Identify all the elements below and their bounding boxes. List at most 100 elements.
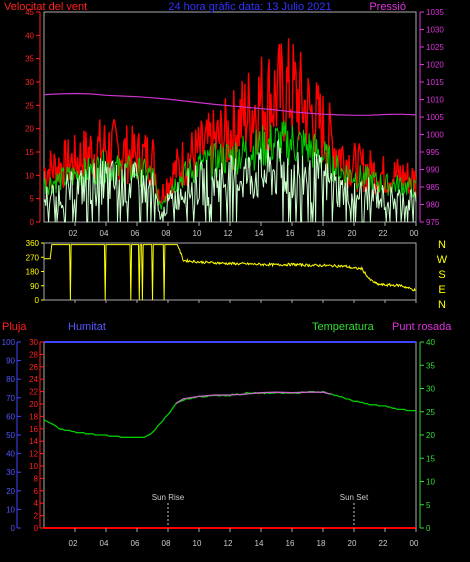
direction-plot-frame bbox=[43, 242, 417, 301]
humidity-y-tick-label-100: 100 bbox=[2, 338, 16, 347]
humidity-y-tick-label-0: 0 bbox=[11, 524, 16, 533]
direction-y-tick-label-0: 0 bbox=[35, 296, 40, 305]
humidity-y-tick-label-20: 20 bbox=[6, 487, 15, 496]
weather-x-tick-label-20: 20 bbox=[348, 539, 357, 548]
wind-y-tick-label-20: 20 bbox=[25, 125, 34, 134]
weather-x-tick-label-14: 14 bbox=[255, 539, 264, 548]
pressure-y-tick-label-1010: 1010 bbox=[426, 96, 444, 105]
wind-y-tick-label-0: 0 bbox=[30, 218, 35, 227]
wind-y-tick-label-30: 30 bbox=[25, 78, 34, 87]
dewpoint-label: Punt rosada bbox=[392, 321, 452, 333]
wind-x-tick-label-06: 06 bbox=[131, 229, 140, 238]
pressure-y-tick-label-990: 990 bbox=[426, 166, 440, 175]
pressure-line bbox=[43, 92, 417, 116]
wind-x-tick-label-20: 20 bbox=[348, 229, 357, 238]
wind-x-tick-label-00: 00 bbox=[410, 229, 419, 238]
humidity-y-tick-label-40: 40 bbox=[6, 450, 15, 459]
pressure-y-tick-label-1025: 1025 bbox=[426, 43, 444, 52]
pressure-y-tick-label-1000: 1000 bbox=[426, 131, 444, 140]
rain-y-tick-label-12: 12 bbox=[29, 450, 38, 459]
rain-y-tick-label-0: 0 bbox=[34, 524, 39, 533]
pressure-y-tick-label-1020: 1020 bbox=[426, 61, 444, 70]
humidity-y-tick-label-10: 10 bbox=[6, 505, 15, 514]
wind-average-trace bbox=[43, 120, 417, 210]
weather-x-tick-label-00: 00 bbox=[410, 539, 419, 548]
wind-y-tick-label-5: 5 bbox=[30, 195, 35, 204]
wind-y-tick-label-35: 35 bbox=[25, 55, 34, 64]
rain-y-tick-label-2: 2 bbox=[34, 512, 39, 521]
rain-y-tick-label-22: 22 bbox=[29, 388, 38, 397]
temperature-y-tick-label-25: 25 bbox=[426, 408, 435, 417]
humidity-y-tick-label-70: 70 bbox=[6, 394, 15, 403]
humidity-y-tick-label-50: 50 bbox=[6, 431, 15, 440]
weather-x-tick-label-08: 08 bbox=[162, 539, 171, 548]
compass-label-w-1: W bbox=[437, 254, 448, 266]
chart-title: 24 hora gràfic data: 13 Julio 2021 bbox=[168, 1, 331, 13]
rain-y-tick-label-24: 24 bbox=[29, 375, 38, 384]
rain-label: Pluja bbox=[2, 321, 27, 333]
rain-y-tick-label-18: 18 bbox=[29, 412, 38, 421]
direction-y-tick-label-270: 270 bbox=[26, 253, 40, 262]
temperature-y-tick-label-10: 10 bbox=[426, 478, 435, 487]
wind-y-tick-label-10: 10 bbox=[25, 171, 34, 180]
wind-y-tick-label-25: 25 bbox=[25, 101, 34, 110]
pressure-axis-label: Pressió bbox=[369, 1, 406, 13]
weather-x-tick-label-02: 02 bbox=[69, 539, 78, 548]
wind-x-tick-label-14: 14 bbox=[255, 229, 264, 238]
rain-y-tick-label-28: 28 bbox=[29, 350, 38, 359]
humidity-y-tick-label-30: 30 bbox=[6, 468, 15, 477]
rain-y-tick-label-30: 30 bbox=[29, 338, 38, 347]
dewpoint-line bbox=[175, 391, 331, 404]
direction-y-tick-label-360: 360 bbox=[26, 239, 40, 248]
pressure-y-tick-label-980: 980 bbox=[426, 201, 440, 210]
rain-y-tick-label-20: 20 bbox=[29, 400, 38, 409]
pressure-y-tick-label-1015: 1015 bbox=[426, 78, 444, 87]
wind-x-tick-label-04: 04 bbox=[100, 229, 109, 238]
rain-y-tick-label-16: 16 bbox=[29, 425, 38, 434]
pressure-y-tick-label-975: 975 bbox=[426, 218, 440, 227]
compass-label-n-0: N bbox=[438, 239, 446, 251]
rain-y-tick-label-10: 10 bbox=[29, 462, 38, 471]
compass-label-e-3: E bbox=[438, 284, 445, 296]
wind-x-tick-label-08: 08 bbox=[162, 229, 171, 238]
sunset-label: Sun Set bbox=[340, 493, 369, 502]
wind-x-tick-label-02: 02 bbox=[69, 229, 78, 238]
wind-y-tick-label-45: 45 bbox=[25, 8, 34, 17]
sunrise-label: Sun Rise bbox=[152, 493, 185, 502]
direction-y-tick-label-90: 90 bbox=[30, 282, 39, 291]
temperature-y-tick-label-15: 15 bbox=[426, 454, 435, 463]
wind-x-tick-label-22: 22 bbox=[379, 229, 388, 238]
wind-axis-label: Velocitat del vent bbox=[4, 1, 87, 13]
wind-x-tick-label-12: 12 bbox=[224, 229, 233, 238]
temperature-y-tick-label-35: 35 bbox=[426, 361, 435, 370]
temperature-y-tick-label-0: 0 bbox=[426, 524, 431, 533]
pressure-y-tick-label-1005: 1005 bbox=[426, 113, 444, 122]
pressure-y-tick-label-985: 985 bbox=[426, 183, 440, 192]
weather-x-tick-label-04: 04 bbox=[100, 539, 109, 548]
humidity-y-tick-label-80: 80 bbox=[6, 375, 15, 384]
weather-x-tick-label-18: 18 bbox=[317, 539, 326, 548]
wind-gust-trace bbox=[43, 38, 417, 205]
temperature-line bbox=[43, 390, 416, 438]
wind-y-tick-label-15: 15 bbox=[25, 148, 34, 157]
direction-y-tick-label-180: 180 bbox=[26, 268, 40, 277]
rain-y-tick-label-8: 8 bbox=[34, 474, 39, 483]
rain-y-tick-label-26: 26 bbox=[29, 363, 38, 372]
temperature-y-tick-label-20: 20 bbox=[426, 431, 435, 440]
humidity-y-tick-label-90: 90 bbox=[6, 357, 15, 366]
compass-label-n-4: N bbox=[438, 299, 446, 311]
compass-label-s-2: S bbox=[438, 269, 445, 281]
weather-x-tick-label-12: 12 bbox=[224, 539, 233, 548]
temperature-y-tick-label-30: 30 bbox=[426, 385, 435, 394]
wind-x-tick-label-10: 10 bbox=[193, 229, 202, 238]
humidity-label: Humitat bbox=[68, 321, 106, 333]
rain-y-tick-label-6: 6 bbox=[34, 487, 39, 496]
temperature-y-tick-label-40: 40 bbox=[426, 338, 435, 347]
weather-x-tick-label-06: 06 bbox=[131, 539, 140, 548]
humidity-y-tick-label-60: 60 bbox=[6, 412, 15, 421]
weather-x-tick-label-10: 10 bbox=[193, 539, 202, 548]
wind-x-tick-label-16: 16 bbox=[286, 229, 295, 238]
temperature-y-tick-label-5: 5 bbox=[426, 501, 431, 510]
pressure-y-tick-label-1035: 1035 bbox=[426, 8, 444, 17]
